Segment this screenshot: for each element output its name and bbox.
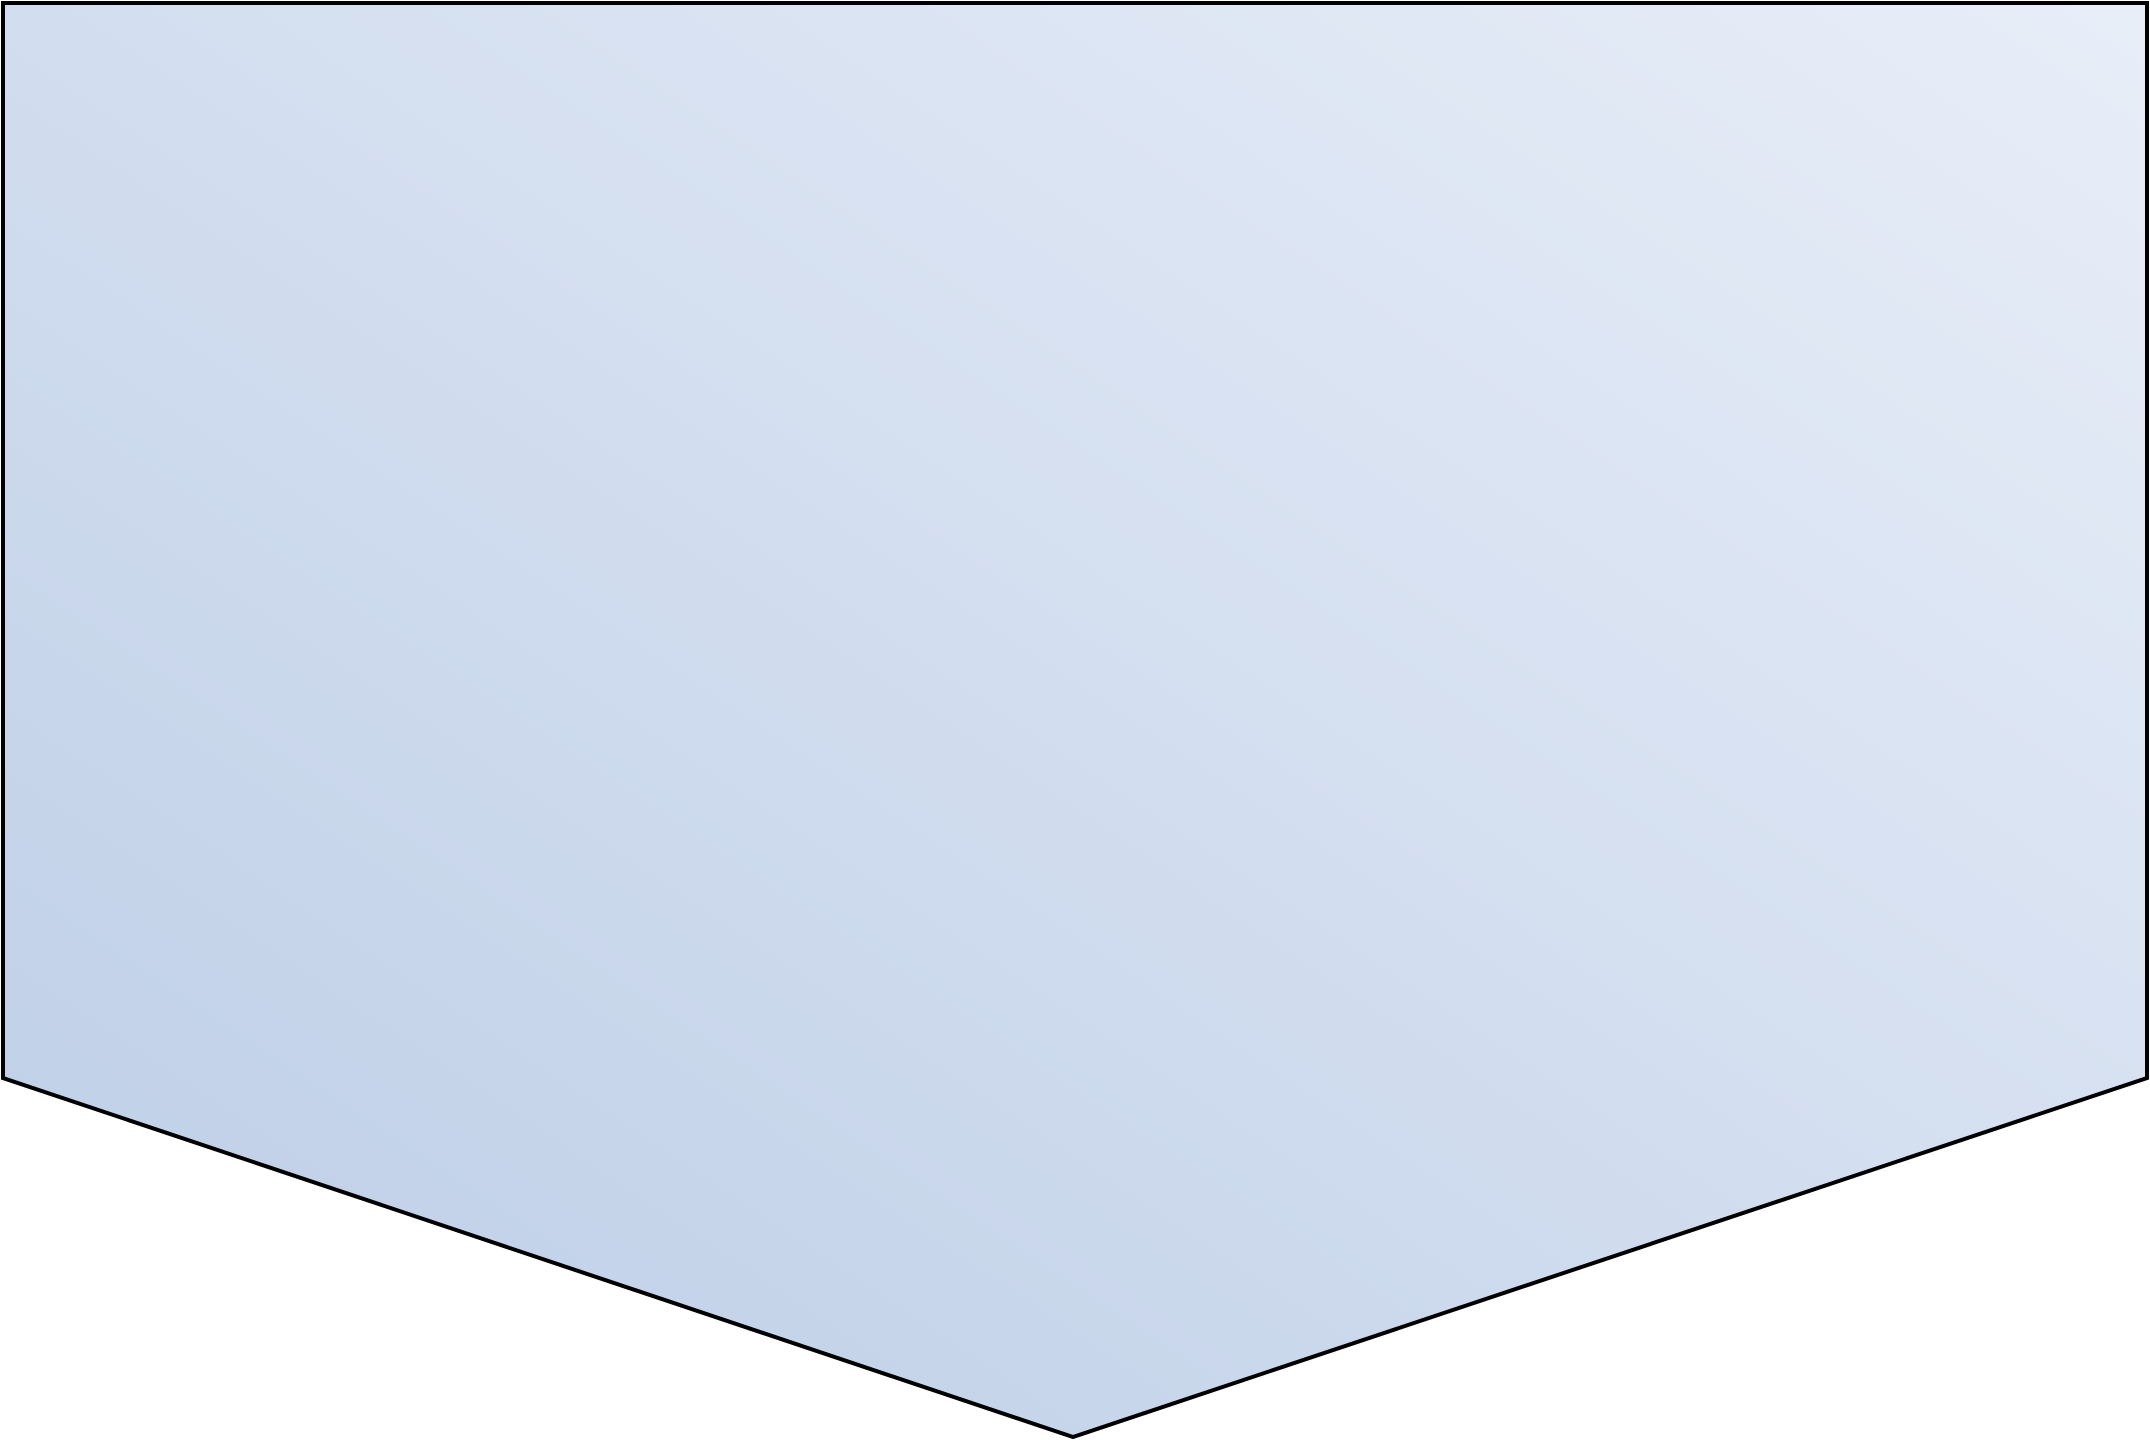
diagram-svg <box>1 1 2149 1440</box>
diagram-canvas <box>1 1 2149 1440</box>
offpage-connector-shape[interactable] <box>1 1 2149 1440</box>
